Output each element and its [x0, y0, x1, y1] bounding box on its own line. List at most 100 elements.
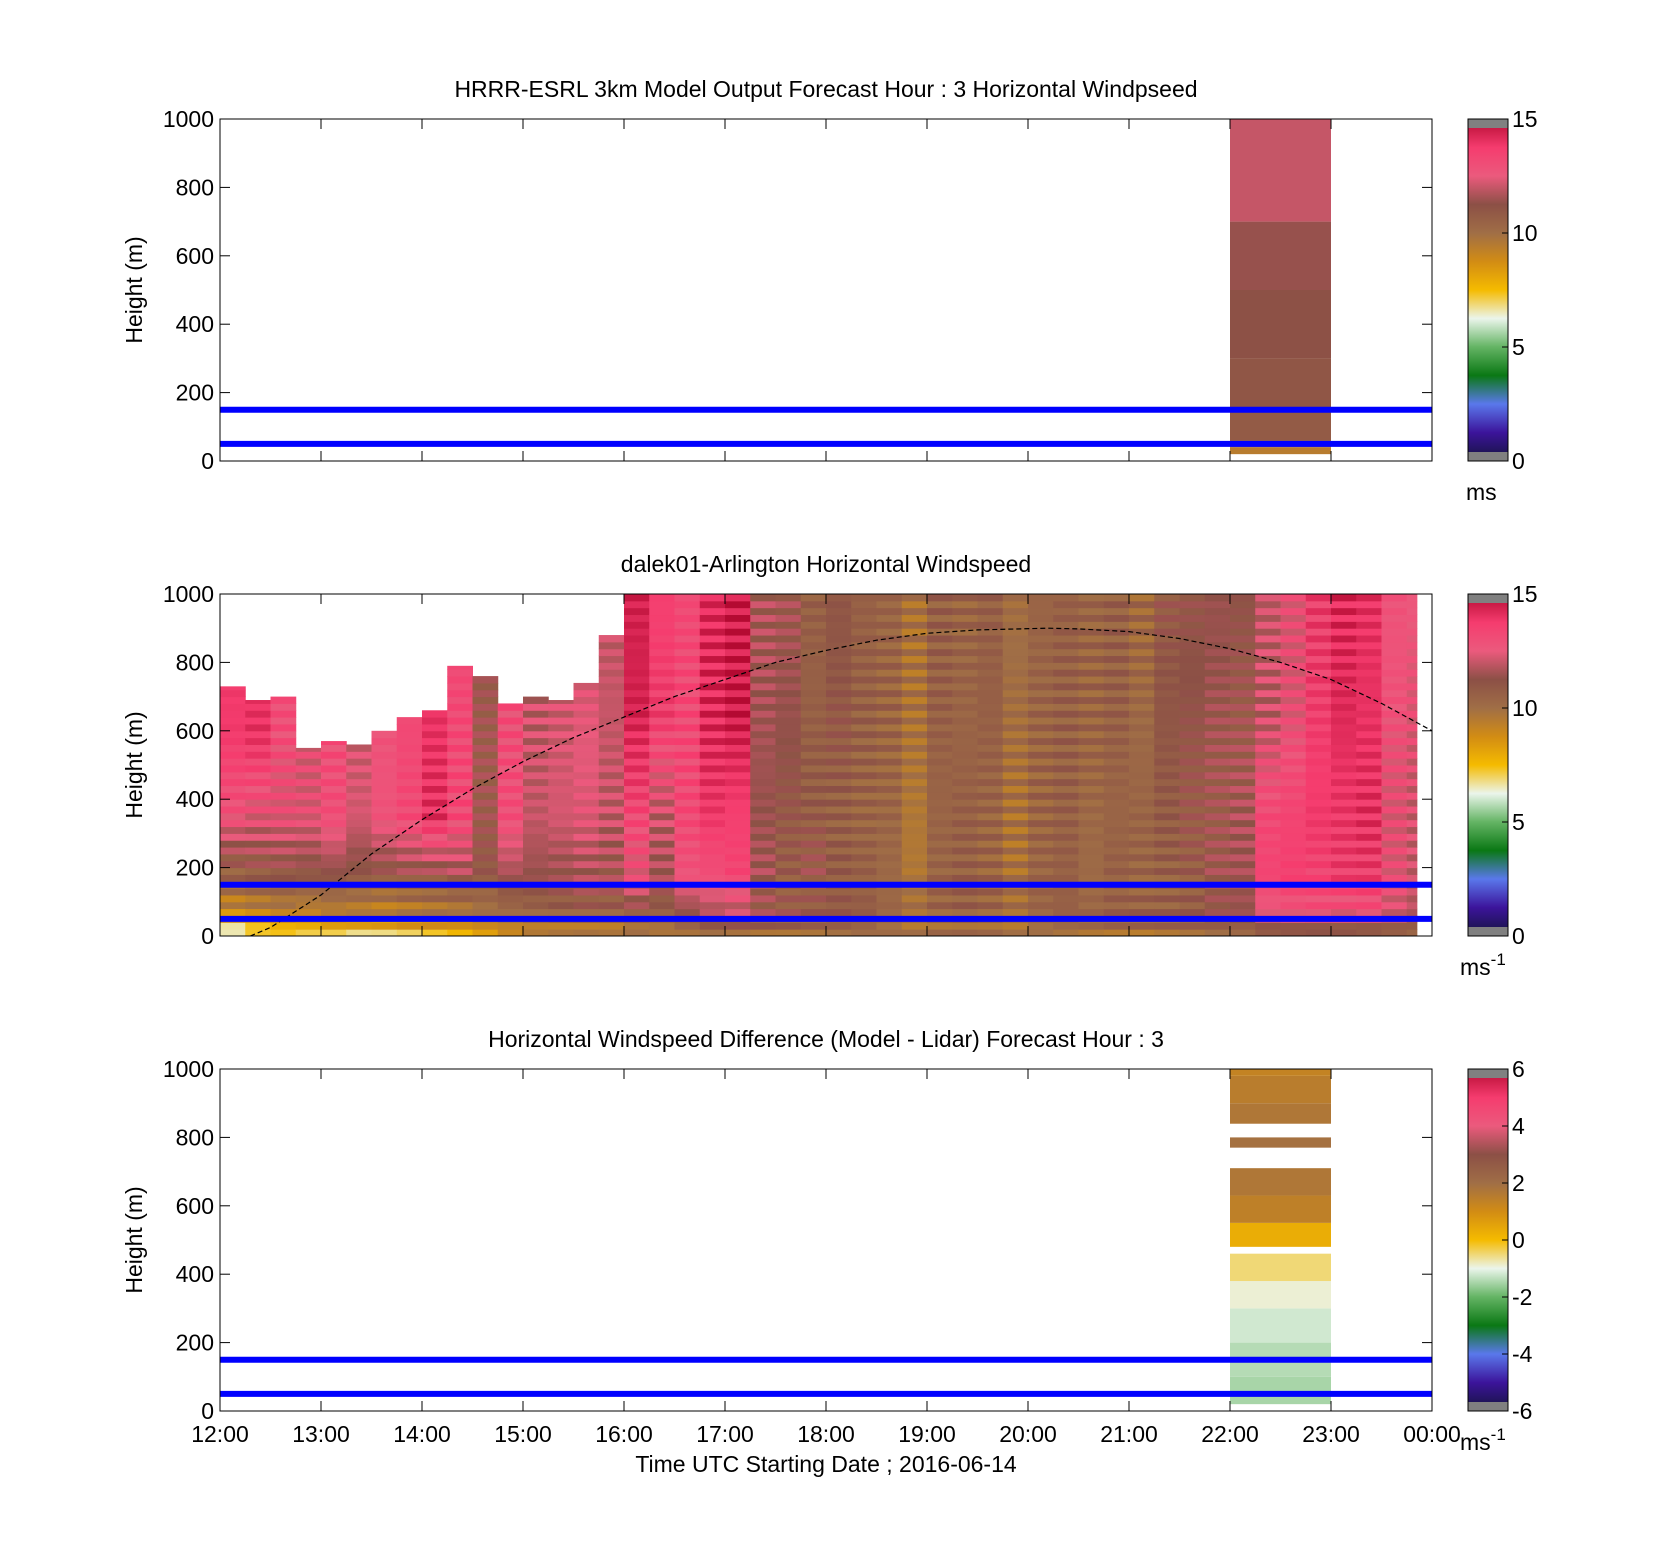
heatmap-cell	[598, 744, 625, 752]
heatmap-cell	[472, 744, 499, 752]
heatmap-cell	[1305, 621, 1332, 629]
heatmap-cell	[674, 799, 701, 807]
heatmap-cell	[826, 833, 852, 841]
heatmap-cell	[447, 710, 473, 718]
heatmap-cell	[1053, 607, 1079, 616]
heatmap-cell	[1204, 682, 1231, 691]
heatmap-cell	[1356, 833, 1382, 841]
heatmap-cell	[1381, 758, 1408, 766]
heatmap-cell	[270, 710, 297, 718]
heatmap-cell	[321, 853, 347, 862]
heatmap-cell	[371, 771, 398, 780]
heatmap-cell	[1002, 867, 1029, 875]
heatmap-cell	[699, 703, 726, 711]
heatmap-cell	[674, 594, 701, 602]
heatmap-cell	[573, 922, 600, 930]
heatmap-cell	[1331, 894, 1357, 903]
heatmap-cell	[1331, 723, 1357, 732]
heatmap-cell	[851, 894, 877, 903]
heatmap-cell	[371, 929, 398, 936]
heatmap-cell	[1381, 826, 1408, 834]
heatmap-cell	[396, 847, 423, 855]
heatmap-cell	[220, 874, 246, 882]
heatmap-cell	[624, 765, 650, 773]
heatmap-cell	[1078, 655, 1105, 663]
heatmap-cell	[952, 607, 978, 616]
heatmap-cell	[1053, 792, 1079, 800]
heatmap-cell	[1002, 696, 1029, 704]
heatmap-cell	[472, 751, 499, 759]
heatmap-cell	[1028, 751, 1054, 759]
heatmap-cell	[598, 888, 625, 896]
heatmap-cell	[346, 826, 372, 834]
heatmap-cell	[371, 853, 398, 862]
heatmap-cell	[725, 771, 751, 780]
heatmap-cell	[725, 737, 751, 745]
heatmap-cell	[1028, 867, 1054, 875]
heatmap-cell	[1305, 929, 1332, 936]
heatmap-cell	[1305, 778, 1332, 787]
heatmap-cell	[497, 840, 524, 848]
heatmap-cell	[699, 901, 726, 910]
heatmap-cell	[1002, 730, 1029, 739]
heatmap-cell	[1255, 614, 1281, 622]
heatmap-cell	[1230, 929, 1256, 936]
heatmap-cell	[396, 792, 423, 800]
heatmap-cell	[1179, 826, 1206, 834]
heatmap-cell	[1103, 717, 1130, 725]
heatmap-cell	[1129, 723, 1155, 732]
heatmap-cell	[876, 648, 903, 657]
heatmap-cell	[220, 785, 246, 793]
heatmap-cell	[497, 771, 524, 780]
heatmap-cell	[826, 614, 852, 622]
heatmap-cell	[750, 635, 776, 643]
heatmap-cell	[775, 874, 802, 882]
heatmap-cell	[1129, 717, 1155, 725]
heatmap-cell	[1154, 908, 1180, 916]
heatmap-cell	[1129, 662, 1155, 670]
heatmap-cell	[901, 600, 928, 609]
heatmap-cell	[523, 703, 549, 711]
heatmap-cell	[573, 826, 600, 834]
heatmap-cell	[952, 723, 978, 732]
heatmap-cell	[295, 847, 322, 855]
heatmap-cell	[1230, 676, 1256, 684]
heatmap-cell	[1280, 785, 1307, 793]
heatmap-cell	[927, 730, 953, 739]
heatmap-cell	[1204, 833, 1231, 841]
heatmap-cell	[1305, 703, 1332, 711]
heatmap-cell	[649, 792, 675, 800]
heatmap-cell	[699, 696, 726, 704]
heatmap-cell	[649, 723, 675, 732]
heatmap-cell	[1103, 641, 1130, 650]
heatmap-cell	[1255, 655, 1281, 663]
heatmap-cell	[1179, 785, 1206, 793]
heatmap-cell	[1280, 792, 1307, 800]
heatmap-cell	[1103, 737, 1130, 745]
heatmap-cell	[1053, 730, 1079, 739]
heatmap-cell	[1356, 847, 1382, 855]
heatmap-cell	[1280, 901, 1307, 910]
heatmap-cell	[699, 648, 726, 657]
heatmap-cell	[346, 867, 372, 875]
heatmap-cell	[1028, 894, 1054, 903]
heatmap-cell	[775, 758, 802, 766]
heatmap-cell	[977, 594, 1004, 602]
heatmap-cell	[1331, 771, 1357, 780]
heatmap-cell	[1053, 751, 1079, 759]
heatmap-cell	[1053, 600, 1079, 609]
heatmap-cell	[952, 655, 978, 663]
heatmap-cell	[270, 730, 297, 739]
heatmap-cell	[1204, 765, 1231, 773]
heatmap-cell	[295, 840, 322, 848]
heatmap-cell	[1406, 758, 1418, 766]
heatmap-cell	[1078, 648, 1105, 657]
heatmap-cell	[927, 669, 953, 677]
heatmap-cell	[1179, 901, 1206, 910]
colorbar-tick-label: 0	[1512, 448, 1525, 474]
heatmap-cell	[270, 765, 297, 773]
heatmap-cell	[977, 737, 1004, 745]
heatmap-cell	[295, 747, 322, 752]
heatmap-cell	[1002, 676, 1029, 684]
